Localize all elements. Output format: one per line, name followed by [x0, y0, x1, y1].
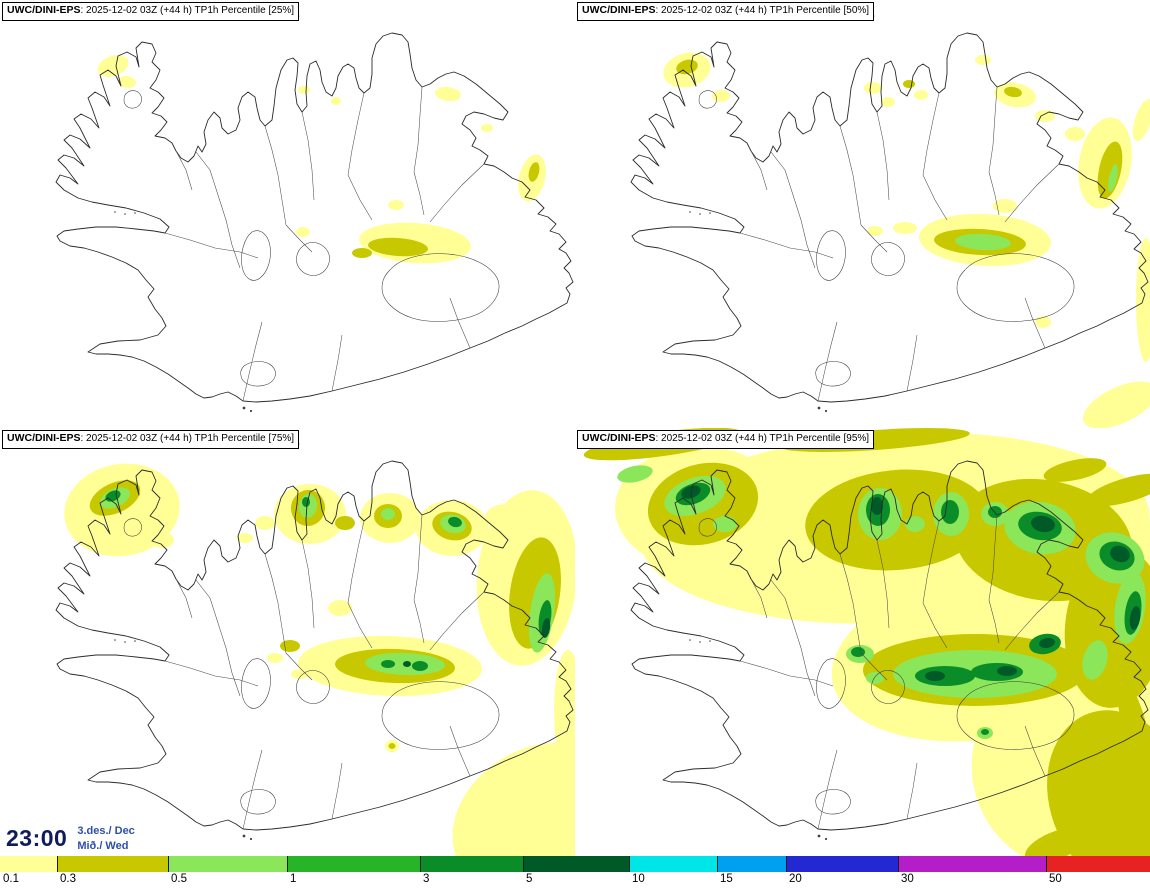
legend-label: 0.3 [60, 873, 76, 885]
map-panel-75: UWC/DINI-EPS: 2025-12-02 03Z (+44 h) TP1… [0, 428, 575, 856]
model-name: UWC/DINI-EPS [582, 432, 656, 444]
model-name: UWC/DINI-EPS [582, 4, 656, 16]
legend-label: 30 [901, 873, 914, 885]
legend-segment [57, 856, 168, 872]
legend-segment [0, 856, 57, 872]
precip-layer [583, 428, 1150, 856]
legend: 0.1 0.3 0.5 1 3 5 10 15 20 30 50 [0, 856, 1150, 891]
panel-info: : 2025-12-02 03Z (+44 h) TP1h Percentile… [655, 5, 870, 16]
valid-time-clock: 23:00 [6, 825, 68, 852]
panel-info: : 2025-12-02 03Z (+44 h) TP1h Percentile… [80, 5, 295, 16]
legend-label: 50 [1049, 873, 1062, 885]
panel-title-box: UWC/DINI-EPS: 2025-12-02 03Z (+44 h) TP1… [577, 2, 875, 21]
map-panel-95: UWC/DINI-EPS: 2025-12-02 03Z (+44 h) TP1… [575, 428, 1150, 856]
legend-label: 1 [290, 873, 297, 885]
iceland-coastline [630, 14, 1149, 413]
legend-segment [629, 856, 717, 872]
model-name: UWC/DINI-EPS [7, 4, 81, 16]
panel-info: : 2025-12-02 03Z (+44 h) TP1h Percentile… [655, 433, 870, 444]
legend-labels: 0.1 0.3 0.5 1 3 5 10 15 20 30 50 [0, 872, 1150, 891]
legend-segment [786, 856, 898, 872]
valid-time-date: 3.des./ Dec Mið./ Wed [77, 824, 134, 853]
legend-segment [420, 856, 523, 872]
map-panel-25: UWC/DINI-EPS: 2025-12-02 03Z (+44 h) TP1… [0, 0, 575, 428]
panel-info: : 2025-12-02 03Z (+44 h) TP1h Percentile… [80, 433, 295, 444]
precip-layer [663, 52, 1150, 428]
legend-segment [898, 856, 1046, 872]
panel-title-box: UWC/DINI-EPS: 2025-12-02 03Z (+44 h) TP1… [2, 2, 300, 21]
legend-label: 0.1 [3, 873, 19, 885]
valid-date-local: 3.des./ Dec [77, 825, 135, 838]
map-panel-50: UWC/DINI-EPS: 2025-12-02 03Z (+44 h) TP1… [575, 0, 1150, 428]
precip-layer [97, 55, 546, 264]
legend-label: 20 [789, 873, 802, 885]
legend-label: 3 [423, 873, 430, 885]
panel-grid: UWC/DINI-EPS: 2025-12-02 03Z (+44 h) TP1… [0, 0, 1150, 856]
iceland-coastline [55, 14, 574, 413]
iceland-map-25 [55, 14, 574, 413]
valid-weekday: Mið./ Wed [77, 839, 129, 852]
legend-segment [168, 856, 287, 872]
legend-segment [523, 856, 629, 872]
model-name: UWC/DINI-EPS [7, 432, 81, 444]
legend-segment [717, 856, 786, 872]
precip-layer [64, 463, 575, 856]
panel-title-box: UWC/DINI-EPS: 2025-12-02 03Z (+44 h) TP1… [2, 430, 300, 449]
legend-label: 5 [526, 873, 533, 885]
valid-time: 23:00 3.des./ Dec Mið./ Wed [5, 824, 141, 853]
iceland-map-95 [583, 428, 1150, 856]
legend-label: 15 [720, 873, 733, 885]
legend-label: 10 [632, 873, 645, 885]
iceland-map-75 [55, 442, 575, 856]
legend-label: 0.5 [171, 873, 187, 885]
legend-bar [0, 856, 1150, 872]
panel-title-box: UWC/DINI-EPS: 2025-12-02 03Z (+44 h) TP1… [577, 430, 875, 449]
legend-segment [287, 856, 420, 872]
iceland-map-50 [630, 14, 1150, 428]
legend-segment [1046, 856, 1150, 872]
